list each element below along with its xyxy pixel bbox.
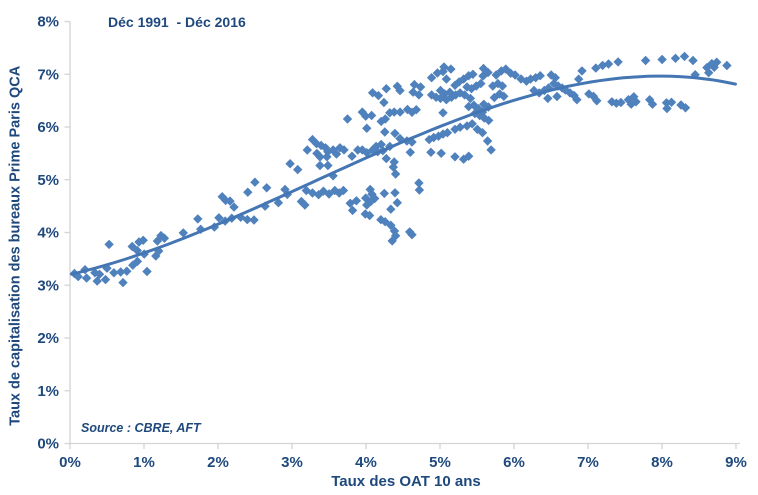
- svg-text:0%: 0%: [37, 436, 59, 453]
- svg-text:8%: 8%: [651, 454, 673, 471]
- svg-text:7%: 7%: [37, 67, 59, 84]
- svg-text:5%: 5%: [37, 172, 59, 189]
- svg-text:4%: 4%: [37, 225, 59, 242]
- svg-text:1%: 1%: [37, 383, 59, 400]
- svg-text:2%: 2%: [37, 330, 59, 347]
- svg-text:0%: 0%: [59, 454, 81, 471]
- svg-text:3%: 3%: [37, 277, 59, 294]
- svg-text:6%: 6%: [503, 454, 525, 471]
- svg-text:Taux de capitalisation des bur: Taux de capitalisation des bureaux Prime…: [8, 65, 24, 425]
- svg-text:9%: 9%: [725, 454, 747, 471]
- svg-text:8%: 8%: [37, 14, 59, 31]
- svg-text:6%: 6%: [37, 119, 59, 136]
- svg-text:2%: 2%: [207, 454, 229, 471]
- svg-text:Source : CBRE, AFT: Source : CBRE, AFT: [81, 421, 202, 435]
- svg-text:Déc 1991 - Déc 2016: Déc 1991 - Déc 2016: [108, 14, 246, 30]
- svg-text:1%: 1%: [133, 454, 155, 471]
- svg-text:4%: 4%: [355, 454, 377, 471]
- svg-text:7%: 7%: [577, 454, 599, 471]
- svg-text:3%: 3%: [281, 454, 303, 471]
- svg-text:5%: 5%: [429, 454, 451, 471]
- svg-text:Taux des OAT 10 ans: Taux des OAT 10 ans: [331, 473, 481, 490]
